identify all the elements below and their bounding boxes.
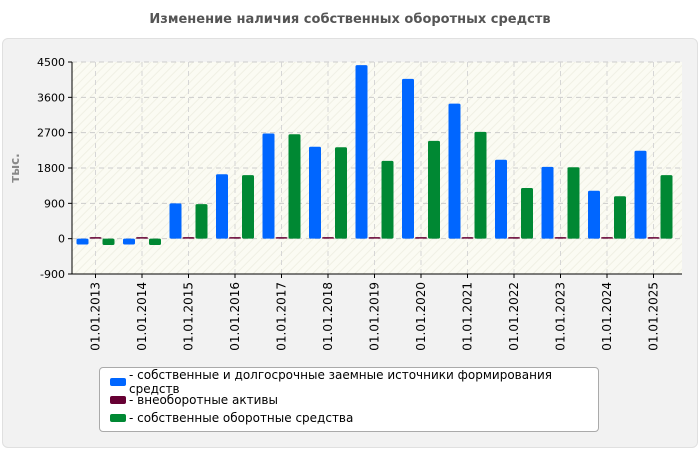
bar-series-0-01.01.2022: [495, 159, 507, 239]
bar-series-1-01.01.2015: [182, 237, 195, 239]
bar-series-0-01.01.2014: [123, 238, 135, 245]
x-tick-label: 01.01.2013: [89, 282, 103, 351]
bar-series-2-01.01.2024: [614, 196, 626, 239]
x-tick-label: 01.01.2021: [461, 282, 475, 351]
legend-label: - собственные и долгосрочные заемные ист…: [129, 368, 552, 396]
bar-series-0-01.01.2018: [309, 146, 321, 239]
bar-series-1-01.01.2020: [415, 237, 427, 239]
bar-series-0-01.01.2013: [76, 238, 89, 245]
bar-series-0-01.01.2024: [588, 190, 600, 239]
bar-series-1-01.01.2017: [275, 237, 288, 239]
y-tick-label: 1800: [37, 162, 65, 175]
bar-series-1-01.01.2013: [89, 237, 102, 239]
legend-label: - собственные оборотные средства: [129, 411, 354, 425]
bar-series-0-01.01.2025: [634, 150, 647, 239]
bar-series-1-01.01.2023: [554, 237, 567, 239]
y-tick-label: 900: [44, 197, 65, 210]
x-tick-label: 01.01.2014: [135, 282, 149, 351]
bar-series-2-01.01.2017: [288, 134, 301, 239]
x-tick-label: 01.01.2016: [228, 282, 242, 351]
bar-series-0-01.01.2021: [448, 103, 461, 239]
y-tick-label: 3600: [37, 91, 65, 104]
bar-series-1-01.01.2018: [322, 237, 334, 239]
bar-series-2-01.01.2023: [567, 167, 580, 239]
bar-series-0-01.01.2015: [169, 203, 182, 239]
bar-series-1-01.01.2016: [229, 237, 241, 239]
bar-series-0-01.01.2016: [216, 174, 228, 239]
bar-series-2-01.01.2019: [381, 160, 394, 239]
legend-swatch-green: [110, 414, 126, 422]
bar-series-2-01.01.2022: [521, 188, 533, 239]
legend-label: - внеоборотные активы: [129, 393, 278, 407]
bar-series-0-01.01.2019: [355, 65, 368, 239]
y-tick-label: 0: [58, 233, 65, 246]
bars: [76, 65, 673, 245]
legend-item: - собственные и долгосрочные заемные ист…: [110, 368, 598, 396]
y-tick-label: 2700: [37, 127, 65, 140]
bar-series-1-01.01.2014: [136, 237, 148, 239]
x-tick-label: 01.01.2024: [600, 282, 614, 351]
bar-series-2-01.01.2020: [428, 140, 440, 239]
bar-series-2-01.01.2021: [474, 131, 487, 239]
x-tick-label: 01.01.2020: [414, 282, 428, 351]
legend: - собственные и долгосрочные заемные ист…: [99, 367, 599, 432]
y-ticks: -900 0 900 1800 2700 3600 4500: [37, 56, 65, 281]
x-tick-label: 01.01.2018: [321, 282, 335, 351]
x-ticks: 01.01.2013 01.01.2014 01.01.2015 01.01.2016…: [89, 282, 661, 351]
x-tick-label: 01.01.2019: [368, 282, 382, 351]
x-tick-label: 01.01.2017: [275, 282, 289, 351]
bar-series-2-01.01.2013: [102, 238, 115, 245]
x-tick-label: 01.01.2025: [647, 282, 661, 351]
bar-series-0-01.01.2023: [541, 166, 554, 239]
y-tick-label: 4500: [37, 56, 65, 69]
legend-item: - собственные оборотные средства: [110, 409, 598, 427]
y-tick-label: -900: [40, 268, 65, 281]
bar-series-2-01.01.2014: [149, 238, 161, 245]
bar-series-1-01.01.2025: [647, 237, 660, 239]
bar-series-2-01.01.2025: [660, 175, 673, 239]
chart-title: Изменение наличия собственных оборотных …: [149, 12, 551, 27]
axes: [68, 61, 682, 278]
legend-swatch-maroon: [110, 396, 126, 404]
bar-series-1-01.01.2021: [461, 237, 474, 239]
bar-series-1-01.01.2024: [601, 237, 613, 239]
x-tick-label: 01.01.2023: [554, 282, 568, 351]
y-axis-label: тыс.: [8, 153, 22, 182]
bar-series-0-01.01.2017: [262, 133, 275, 239]
x-tick-label: 01.01.2015: [182, 282, 196, 351]
bar-series-1-01.01.2022: [508, 237, 520, 239]
bar-series-2-01.01.2015: [195, 204, 208, 239]
bar-series-0-01.01.2020: [402, 78, 414, 239]
legend-swatch-blue: [110, 378, 126, 386]
bar-series-2-01.01.2016: [242, 175, 254, 239]
x-tick-label: 01.01.2022: [507, 282, 521, 351]
legend-item: - внеоборотные активы: [110, 391, 598, 409]
bar-series-2-01.01.2018: [335, 147, 347, 239]
bar-series-1-01.01.2019: [368, 237, 381, 239]
